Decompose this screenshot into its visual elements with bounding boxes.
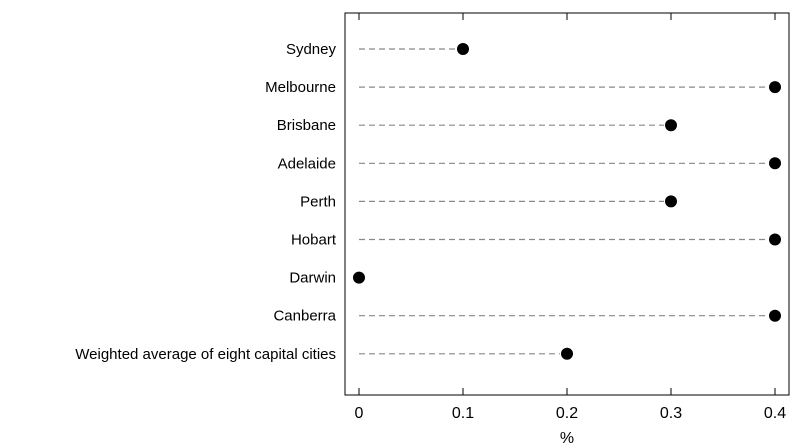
x-tick-label: 0.2	[556, 405, 578, 422]
x-tick-label: 0.4	[764, 405, 786, 422]
data-point	[353, 271, 365, 284]
data-point	[665, 119, 677, 132]
leader-lines	[359, 48, 768, 355]
category-label: Perth	[300, 193, 336, 210]
data-point	[769, 81, 781, 94]
data-points	[353, 43, 781, 360]
data-point	[769, 233, 781, 246]
plot-frame	[344, 12, 790, 396]
category-labels: Sydney Melbourne Brisbane Adelaide Perth Hoba…	[75, 41, 337, 363]
category-label: Sydney	[286, 41, 337, 58]
x-axis-ticks: 0 0.1 0.2 0.3 0.4	[355, 13, 786, 422]
x-tick-label: 0.3	[660, 405, 682, 422]
x-tick-label: 0	[355, 405, 364, 422]
category-label: Brisbane	[277, 117, 336, 134]
category-label: Melbourne	[265, 79, 336, 96]
x-axis-title: %	[560, 430, 574, 447]
category-label: Canberra	[273, 308, 336, 325]
category-label: Hobart	[291, 232, 337, 249]
category-label: Adelaide	[278, 155, 336, 172]
category-label: Weighted average of eight capital cities	[75, 346, 336, 363]
data-point	[561, 347, 573, 360]
data-point	[665, 195, 677, 208]
data-point	[769, 309, 781, 322]
x-tick-label: 0.1	[452, 405, 474, 422]
data-point	[769, 157, 781, 170]
data-point	[457, 43, 469, 55]
category-label: Darwin	[289, 270, 336, 287]
